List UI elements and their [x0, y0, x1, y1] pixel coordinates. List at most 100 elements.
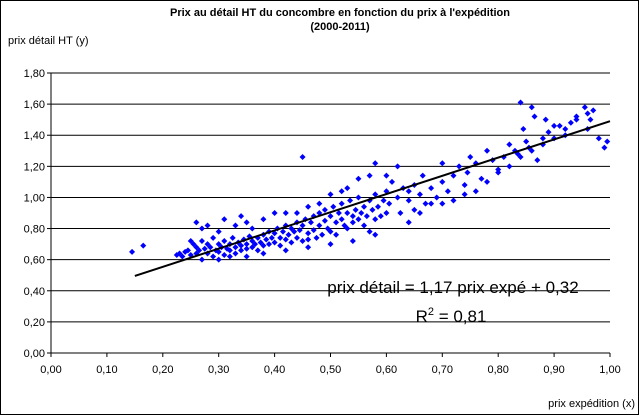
data-point — [366, 228, 373, 235]
data-point — [428, 200, 435, 207]
data-point — [352, 206, 359, 213]
y-tick-label: 0,60 — [24, 255, 45, 267]
data-point — [361, 222, 368, 229]
data-point — [386, 200, 393, 207]
x-tick-label: 0,30 — [208, 364, 229, 376]
data-point — [472, 188, 479, 195]
data-point — [450, 197, 457, 204]
data-point — [405, 188, 412, 195]
data-point — [198, 225, 205, 232]
data-point — [562, 126, 569, 132]
data-point — [604, 138, 611, 145]
data-point — [439, 200, 446, 207]
data-point — [279, 228, 286, 235]
y-tick-label: 1,60 — [24, 99, 45, 111]
data-point — [517, 99, 524, 106]
data-point — [428, 185, 435, 192]
data-point — [277, 242, 284, 249]
y-tick-label: 0,00 — [24, 348, 45, 360]
data-point — [349, 219, 356, 226]
data-point — [587, 116, 594, 123]
y-tick-label: 0,80 — [24, 224, 45, 236]
data-point — [394, 194, 401, 201]
data-point — [260, 216, 267, 223]
y-tick-label: 1,80 — [24, 68, 45, 80]
trendline-group — [134, 120, 611, 277]
data-point — [221, 252, 228, 258]
gridlines — [51, 72, 610, 323]
x-tick-label: 1,00 — [599, 364, 620, 376]
data-point — [484, 147, 491, 154]
data-point — [243, 253, 250, 260]
data-point — [601, 144, 608, 151]
data-point — [377, 213, 384, 220]
data-point — [528, 104, 535, 111]
y-tick-label: 1,40 — [24, 130, 45, 142]
data-point — [461, 191, 468, 198]
data-point — [416, 191, 423, 198]
x-tick-label: 0,00 — [40, 364, 61, 376]
data-point — [221, 216, 228, 223]
data-point — [193, 219, 200, 226]
data-point — [271, 210, 278, 216]
data-point — [411, 206, 418, 213]
data-point — [464, 169, 471, 176]
data-point — [363, 213, 370, 220]
data-point — [313, 234, 320, 241]
x-tick-label: 0,60 — [376, 364, 397, 376]
data-point — [307, 219, 314, 226]
data-point — [358, 210, 365, 216]
data-point — [229, 234, 236, 241]
data-point — [260, 242, 267, 249]
data-point — [581, 104, 588, 111]
data-point — [542, 116, 549, 123]
data-point — [282, 236, 289, 243]
data-point — [254, 247, 261, 254]
data-point — [450, 172, 457, 179]
r-squared-superscript: 2 — [428, 306, 434, 318]
data-point — [243, 245, 250, 252]
data-point — [372, 160, 379, 167]
data-point — [419, 172, 426, 179]
data-point — [321, 206, 328, 213]
data-point — [179, 253, 186, 260]
data-point — [293, 210, 300, 216]
data-point — [226, 247, 233, 254]
data-point — [198, 256, 205, 263]
data-point — [416, 210, 423, 216]
data-point — [539, 135, 546, 142]
data-point — [249, 225, 256, 232]
data-point — [584, 110, 591, 117]
data-point — [551, 122, 558, 129]
data-point — [316, 200, 323, 207]
x-tick-labels: 0,00 0,10 0,20 0,30 0,40 0,50 0,60 0,70 0,80 0,90… — [40, 364, 620, 376]
data-point — [266, 241, 273, 248]
data-point — [288, 239, 295, 246]
data-point — [439, 160, 446, 167]
y-tick-label: 0,40 — [24, 286, 45, 298]
data-point — [444, 188, 451, 195]
data-point — [590, 107, 597, 114]
x-axis-label: prix expédition (x) — [548, 398, 635, 410]
data-point — [517, 154, 524, 160]
data-point — [531, 113, 538, 120]
data-point — [388, 178, 395, 185]
chart-subtitle: (2000-2011) — [310, 21, 370, 33]
data-point — [238, 242, 245, 249]
data-point — [355, 216, 362, 223]
data-point — [347, 197, 354, 204]
data-point — [282, 247, 289, 254]
data-point — [277, 234, 284, 241]
data-point — [330, 203, 337, 210]
data-point — [338, 216, 345, 223]
x-tick-label: 0,20 — [152, 364, 173, 376]
data-point — [344, 210, 351, 216]
data-point — [372, 231, 379, 238]
data-point — [198, 238, 205, 244]
data-point — [215, 228, 222, 235]
data-point — [349, 213, 356, 220]
x-tick-label: 0,90 — [543, 364, 564, 376]
data-point — [184, 247, 191, 254]
